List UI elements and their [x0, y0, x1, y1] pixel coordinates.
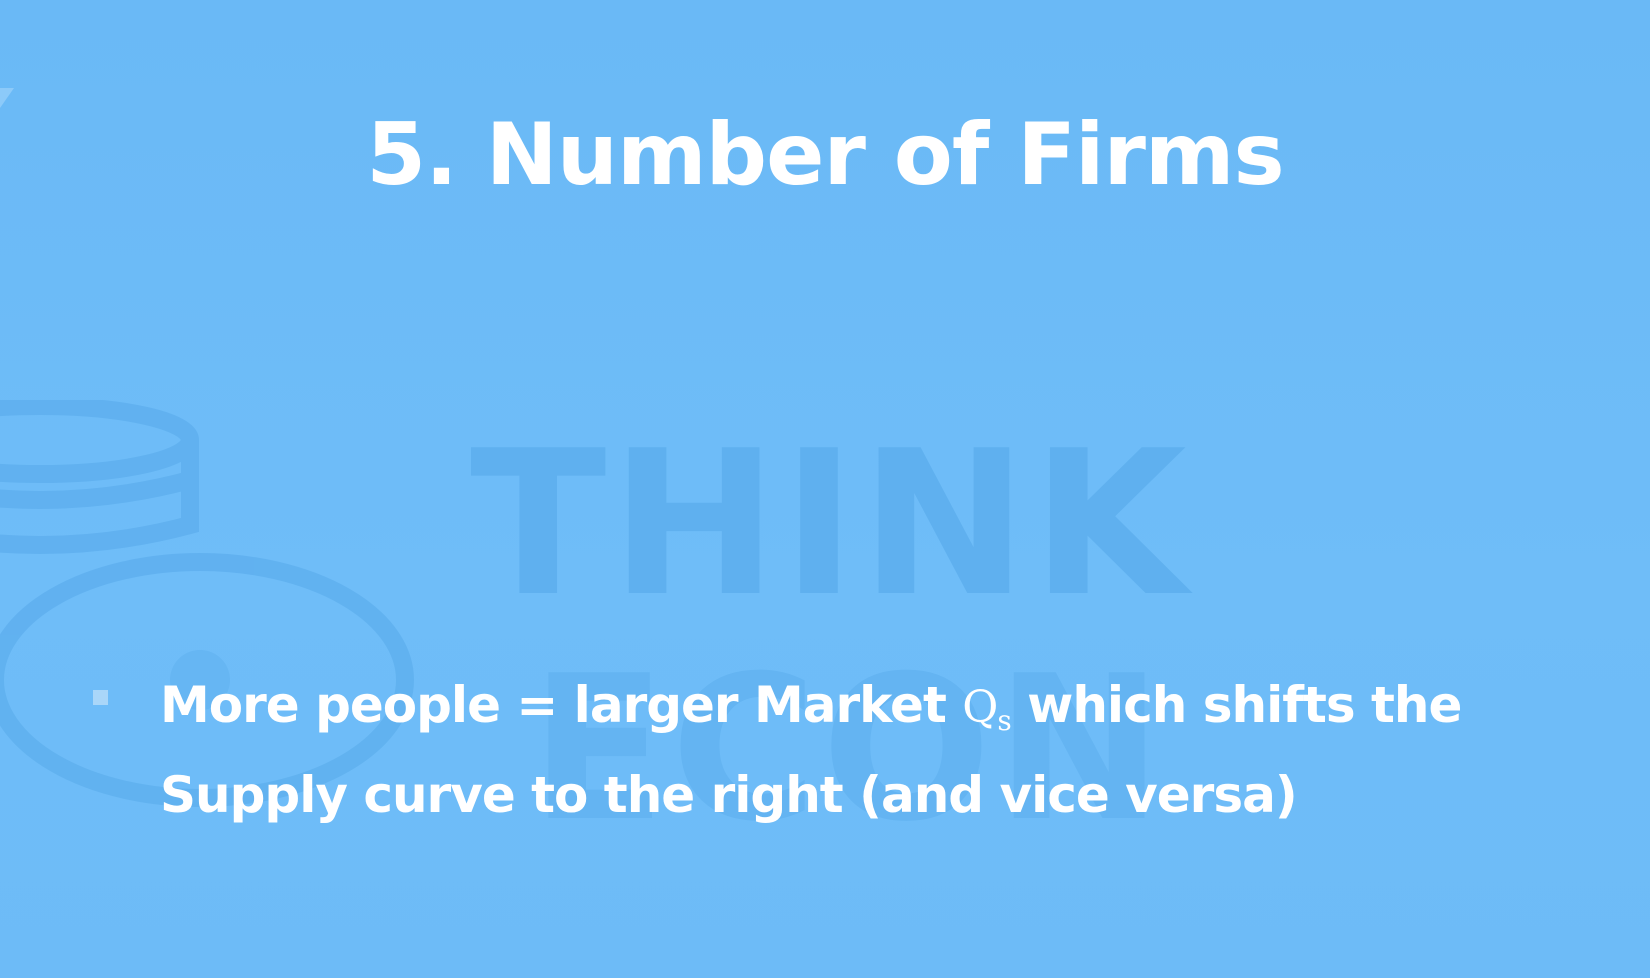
math-subscript: s	[997, 704, 1011, 737]
coin-stack-watermark-icon	[0, 400, 414, 807]
bullet-text-before: More people = larger Market	[160, 676, 963, 734]
watermark-logo-think: THINK	[470, 408, 1191, 641]
slide-title: 5. Number of Firms	[366, 105, 1284, 205]
bullet-square-icon	[93, 690, 108, 705]
quantity-supplied-symbol: Qs	[962, 682, 1011, 737]
bullet-text: More people = larger Market Qs which shi…	[160, 668, 1630, 832]
math-base: Q	[962, 682, 998, 733]
bullet-text-after: which shifts the Supply curve to the rig…	[160, 676, 1462, 824]
corner-mark-icon	[0, 88, 14, 108]
watermark-logo-econ: ECON	[530, 633, 1167, 866]
